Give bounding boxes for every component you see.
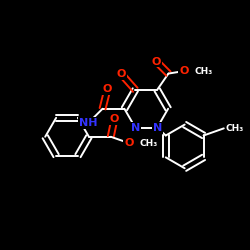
Text: CH₃: CH₃ (194, 66, 213, 76)
Text: O: O (152, 56, 161, 66)
Text: O: O (110, 114, 119, 124)
Text: NH: NH (79, 118, 98, 128)
Text: N: N (131, 123, 140, 133)
Text: N: N (152, 123, 162, 133)
Text: O: O (117, 69, 126, 79)
Text: CH₃: CH₃ (139, 138, 158, 147)
Text: O: O (179, 66, 188, 76)
Text: O: O (124, 138, 134, 148)
Text: CH₃: CH₃ (226, 124, 244, 133)
Text: O: O (103, 84, 112, 94)
